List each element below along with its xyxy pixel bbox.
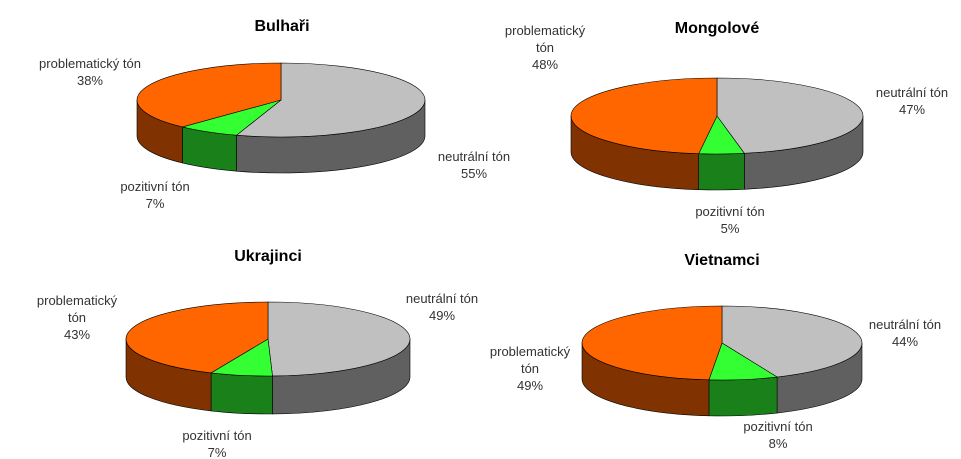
- pie-slice: [570, 77, 718, 155]
- data-label: problematický tón 48%: [495, 22, 595, 73]
- label-text: 47%: [898, 102, 926, 117]
- label-text: problematický tón: [504, 23, 586, 55]
- label-text: 44%: [891, 334, 919, 349]
- label-text: neutrální tón: [437, 149, 511, 164]
- data-label: pozitivní tón 8%: [743, 418, 812, 452]
- data-label: neutrální tón 44%: [855, 316, 955, 350]
- label-text: problematický tón: [39, 56, 141, 71]
- pie-slice: [581, 305, 723, 381]
- chart-title: Mongolové: [674, 20, 760, 37]
- label-text: problematický tón: [489, 344, 571, 376]
- pie-side: [698, 153, 745, 191]
- pie-slice: [235, 62, 426, 138]
- pie-side: [708, 376, 778, 417]
- label-text: 49%: [516, 378, 544, 393]
- chart-title: Vietnamci: [684, 252, 760, 269]
- data-label: problematický tón 49%: [480, 343, 580, 394]
- data-label: neutrální tón 55%: [438, 148, 510, 182]
- pie-side: [210, 372, 273, 415]
- label-text: 5%: [720, 221, 740, 236]
- pie-slice: [716, 77, 864, 154]
- label-text: 43%: [63, 327, 91, 342]
- data-label: problematický tón 38%: [39, 55, 141, 89]
- label-text: neutrální tón: [875, 85, 949, 100]
- chart-title: Bulhaři: [254, 18, 310, 35]
- chart-title: Ukrajinci: [234, 248, 302, 265]
- data-label: pozitivní tón 7%: [182, 427, 251, 459]
- label-text: neutrální tón: [868, 317, 942, 332]
- label-text: pozitivní tón: [695, 204, 765, 219]
- data-label: neutrální tón 49%: [406, 290, 478, 324]
- label-text: 48%: [531, 57, 559, 72]
- label-text: 8%: [768, 436, 788, 451]
- label-text: neutrální tón: [405, 291, 479, 306]
- label-text: pozitivní tón: [743, 419, 813, 434]
- pie-slice: [721, 305, 863, 378]
- label-text: problematický tón: [36, 293, 118, 325]
- data-label: pozitivní tón 7%: [120, 178, 189, 212]
- pie-slice: [136, 62, 282, 128]
- label-text: 49%: [428, 308, 456, 323]
- label-text: 7%: [145, 196, 165, 211]
- data-label: neutrální tón 47%: [862, 84, 961, 118]
- data-label: problematický tón 43%: [27, 292, 127, 343]
- label-text: pozitivní tón: [120, 179, 190, 194]
- pie-slice: [267, 301, 411, 377]
- label-text: 7%: [207, 445, 227, 459]
- data-label: pozitivní tón 5%: [695, 203, 764, 237]
- label-text: 55%: [460, 166, 488, 181]
- label-text: pozitivní tón: [182, 428, 252, 443]
- pie-slice: [125, 301, 269, 374]
- label-text: 38%: [76, 73, 104, 88]
